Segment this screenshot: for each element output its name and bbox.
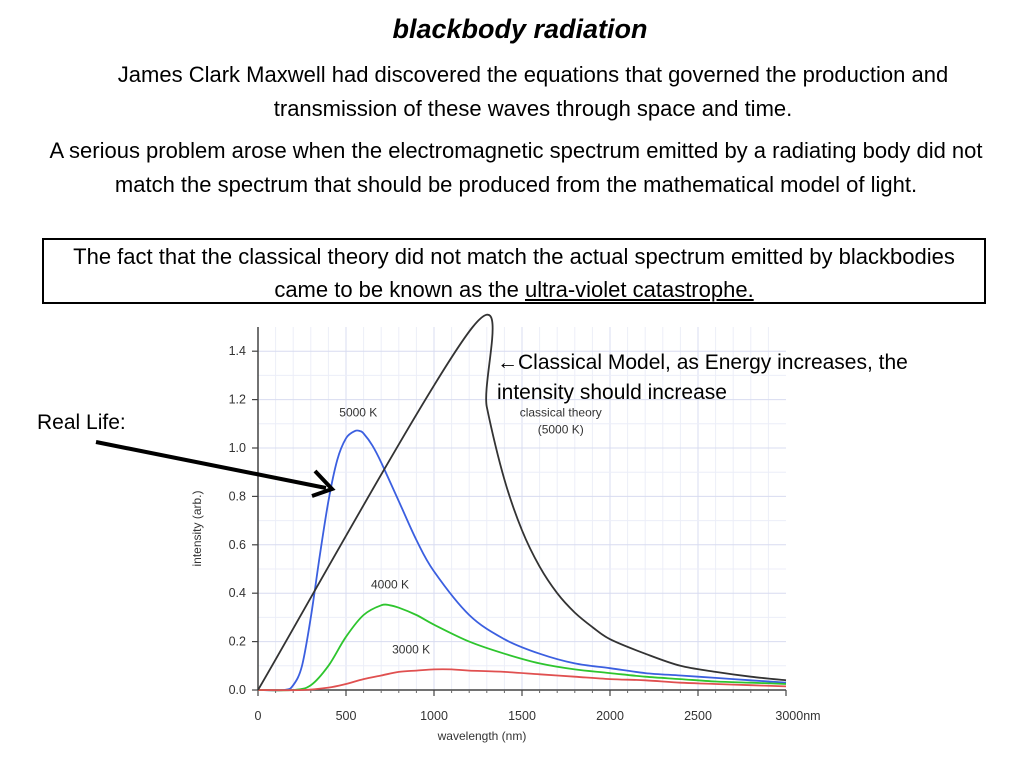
y-tick-label: 1.2 [229,393,246,407]
series-line-3000-k [257,668,787,692]
x-tick-label: 1000 [420,709,448,723]
series-line-5000-k [257,429,787,692]
chart-annotation: (5000 K) [538,422,584,436]
series-line-4000-k [257,603,787,692]
real-life-label: Real Life: [37,411,126,434]
slide-title: blackbody radiation [392,14,648,44]
paragraph-problem: A serious problem arose when the electro… [49,138,983,197]
y-tick-label: 1.0 [229,441,246,455]
arrow-head [311,469,336,498]
y-tick-label: 0.4 [229,586,246,600]
x-tick-label: 3000nm [775,709,820,723]
boxed-paragraph-catastrophe: The fact that the classical theory did n… [42,238,986,304]
x-tick-label: 2500 [684,709,712,723]
x-tick-label: 2000 [596,709,624,723]
y-tick-label: 0.8 [229,489,246,503]
x-tick-label: 1500 [508,709,536,723]
chart-annotation: 4000 K [371,577,409,591]
real-life-arrow [95,440,336,498]
ultraviolet-catastrophe-term: ultra-violet catastrophe. [525,277,754,302]
arrow-shaft [95,440,327,490]
chart-annotation: 3000 K [392,643,430,657]
y-tick-label: 0.6 [229,538,246,552]
y-tick-label: 0.2 [229,635,246,649]
y-axis-label: intensity (arb.) [190,490,204,566]
catastrophe-text: The fact that the classical theory did n… [73,244,955,302]
left-arrow-icon: ← [497,351,518,374]
classical-model-annotation: ←Classical Model, as Energy increases, t… [497,348,927,408]
x-axis-label: wavelength (nm) [437,729,527,743]
y-tick-label: 1.4 [229,344,246,358]
x-tick-label: 500 [336,709,357,723]
x-tick-label: 0 [255,709,262,723]
paragraph-maxwell: James Clark Maxwell had discovered the e… [117,62,949,121]
chart-annotation: 5000 K [339,406,377,420]
y-tick-label: 0.0 [229,683,246,697]
classical-model-text: Classical Model, as Energy increases, th… [497,351,908,404]
